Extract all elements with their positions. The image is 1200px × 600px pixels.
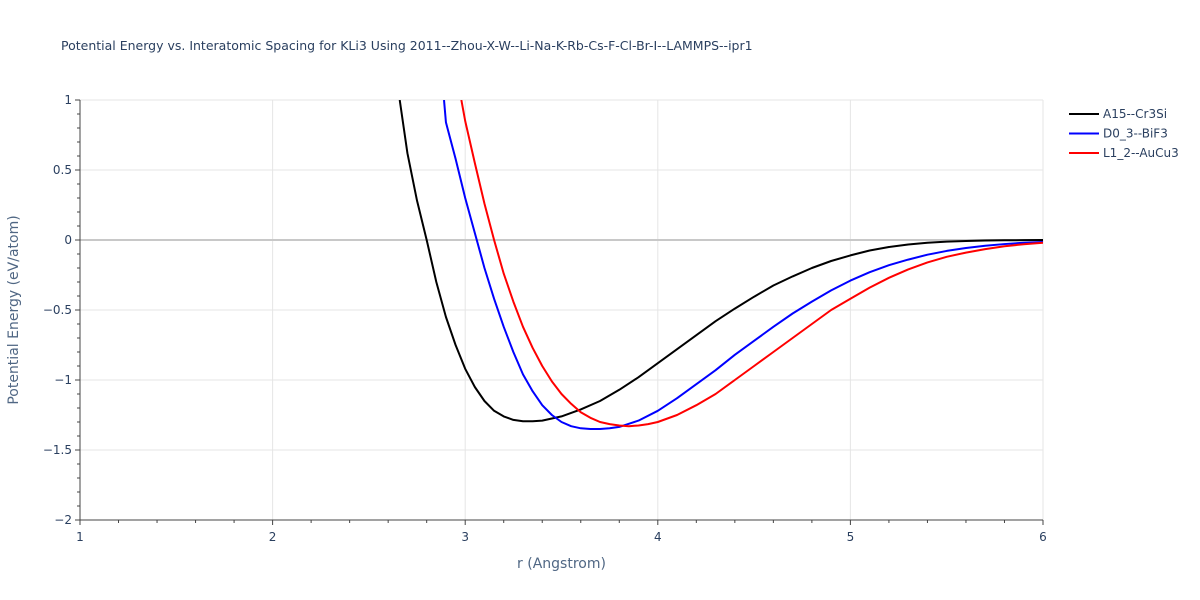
chart-title: Potential Energy vs. Interatomic Spacing… bbox=[61, 38, 753, 53]
x-tick-label: 3 bbox=[461, 530, 469, 544]
y-tick-label: −1.5 bbox=[43, 443, 72, 457]
legend-label: A15--Cr3Si bbox=[1103, 107, 1167, 121]
legend-label: L1_2--AuCu3 bbox=[1103, 146, 1179, 160]
series-line-0 bbox=[398, 100, 1043, 423]
y-tick-label: −0.5 bbox=[43, 303, 72, 317]
y-tick-label: 0.5 bbox=[53, 163, 72, 177]
x-tick-label: 5 bbox=[847, 530, 855, 544]
x-axis-label: r (Angstrom) bbox=[517, 556, 606, 572]
legend-item-0[interactable]: A15--Cr3Si bbox=[1069, 107, 1167, 121]
y-axis-ticks: −2 −1.5 −1 −0.5 0 0.5 1 bbox=[43, 93, 80, 527]
x-tick-label: 4 bbox=[654, 530, 662, 544]
x-tick-label: 6 bbox=[1039, 530, 1047, 544]
series-line-2 bbox=[460, 100, 1043, 428]
x-axis-ticks: 1 2 3 4 5 6 bbox=[76, 520, 1047, 544]
y-axis-label: Potential Energy (eV/atom) bbox=[6, 215, 22, 404]
y-tick-label: −2 bbox=[54, 513, 72, 527]
y-tick-label: 0 bbox=[64, 233, 72, 247]
y-tick-label: −1 bbox=[54, 373, 72, 387]
series-line-1 bbox=[443, 100, 1043, 430]
grid-lines bbox=[80, 99, 1044, 521]
legend-item-2[interactable]: L1_2--AuCu3 bbox=[1069, 146, 1179, 160]
x-tick-label: 2 bbox=[269, 530, 277, 544]
legend[interactable]: A15--Cr3Si D0_3--BiF3 L1_2--AuCu3 bbox=[1069, 107, 1179, 160]
y-tick-label: 1 bbox=[64, 93, 72, 107]
series-lines bbox=[398, 100, 1043, 430]
legend-label: D0_3--BiF3 bbox=[1103, 127, 1168, 141]
x-tick-label: 1 bbox=[76, 530, 84, 544]
legend-item-1[interactable]: D0_3--BiF3 bbox=[1069, 127, 1168, 141]
